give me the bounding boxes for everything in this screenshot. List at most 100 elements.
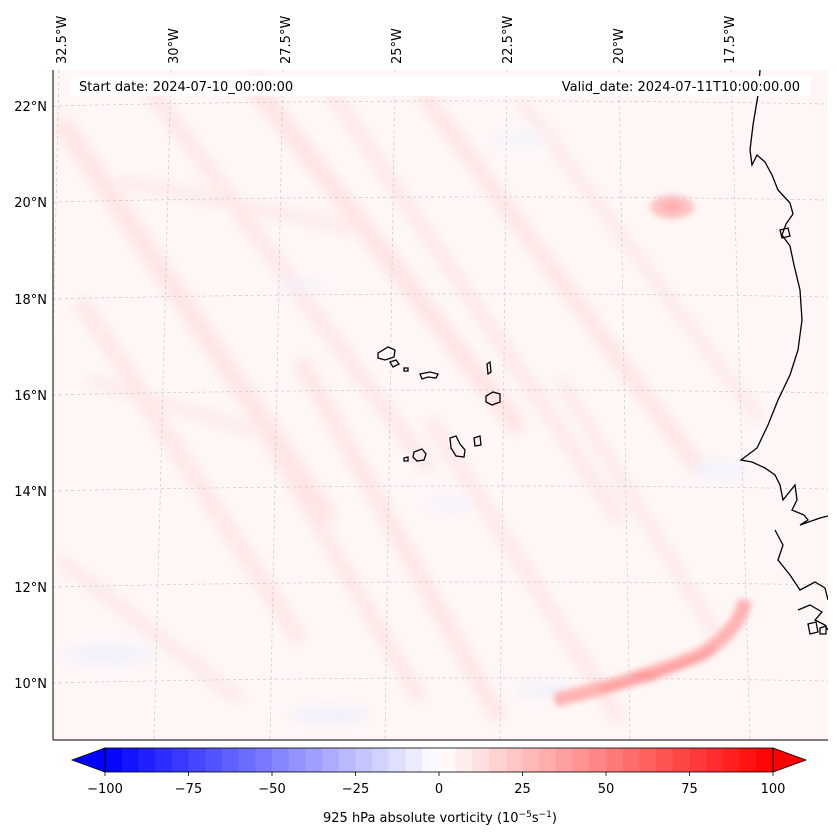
colorbar-segment — [105, 748, 123, 772]
meridian-20w — [618, 70, 631, 740]
colorbar-tick-label: 75 — [681, 782, 698, 797]
colorbar-segment — [188, 748, 206, 772]
colorbar-tick-label: −25 — [342, 782, 369, 797]
bissau-islands — [807, 621, 827, 635]
colorbar-segment — [555, 748, 574, 772]
colorbar-segment — [171, 748, 190, 772]
colorbar-segment — [572, 748, 590, 772]
parallel-14n — [53, 485, 828, 492]
colorbar-segment — [706, 748, 724, 772]
cape-blanc — [779, 227, 791, 239]
lat-label: 12°N — [14, 581, 47, 596]
lon-label: 20°W — [612, 28, 627, 64]
colorbar-segment — [255, 748, 273, 772]
parallel-10n — [53, 677, 828, 684]
date-banner: Start date: 2024-07-10_00:00:00 Valid_da… — [71, 76, 811, 96]
colorbar-segment — [388, 748, 407, 772]
coastlines — [377, 70, 828, 635]
parallel-22n — [53, 100, 828, 107]
parallel-16n — [53, 389, 828, 396]
colorbar-segment — [372, 748, 390, 772]
vorticity-maxima — [553, 195, 752, 707]
colorbar-segment — [589, 748, 607, 772]
colorbar-segment — [672, 748, 691, 772]
vorticity-field — [53, 75, 764, 724]
start-date-label: Start date: 2024-07-10_00:00:00 — [79, 80, 293, 95]
parallel-12n — [53, 581, 828, 588]
colorbar-segment — [472, 748, 490, 772]
colorbar-segment — [338, 748, 357, 772]
colorbar-segment — [305, 748, 323, 772]
colorbar-tick-label: 50 — [598, 782, 615, 797]
lon-label: 17.5°W — [723, 16, 738, 64]
longitude-labels: 32.5°W 30°W 27.5°W 25°W 22.5°W 20°W 17.5… — [55, 16, 738, 64]
colorbar-segment — [422, 748, 440, 772]
colorbar-segment — [756, 748, 774, 772]
colorbar-ticks: −100 −75 −50 −25 0 25 50 75 100 — [87, 772, 785, 797]
colorbar-segment — [689, 748, 707, 772]
colorbar-tick-label: 100 — [761, 782, 786, 797]
colorbar-tick-label: −100 — [87, 782, 123, 797]
colorbar-segment — [221, 748, 240, 772]
colorbar-segment — [288, 748, 306, 772]
meridian-27-5w — [269, 70, 284, 740]
colorbar-extend-max — [772, 747, 808, 773]
colorbar-segments — [105, 748, 774, 772]
colorbar-segment — [405, 748, 423, 772]
island-santo-antao — [377, 346, 396, 361]
colorbar-tick-label: 0 — [435, 782, 443, 797]
lat-label: 10°N — [14, 677, 47, 692]
parallel-20n — [53, 196, 828, 203]
colorbar-extend-min — [70, 747, 106, 773]
colorbar-segment — [505, 748, 524, 772]
gridlines — [53, 70, 828, 740]
lon-label: 32.5°W — [55, 16, 70, 64]
lat-label: 20°N — [14, 196, 47, 211]
colorbar-segment — [138, 748, 156, 772]
vorticity-streaks — [53, 75, 764, 724]
colorbar-segment — [322, 748, 340, 772]
island-sao-nicolau — [419, 371, 439, 380]
island-santa-luzia — [403, 367, 409, 372]
colorbar-segment — [355, 748, 373, 772]
lon-label: 27.5°W — [279, 16, 294, 64]
lat-label: 18°N — [14, 293, 47, 308]
lat-label: 16°N — [14, 389, 47, 404]
map-panel: Start date: 2024-07-10_00:00:00 Valid_da… — [52, 70, 828, 741]
island-boa-vista — [485, 391, 501, 406]
colorbar-segment — [455, 748, 473, 772]
lon-label: 22.5°W — [501, 16, 516, 64]
colorbar-tick-label: 25 — [514, 782, 531, 797]
valid-date-label: Valid_date: 2024-07-11T10:00:00.00 — [562, 80, 800, 95]
lat-label: 14°N — [14, 485, 47, 500]
colorbar-segment — [656, 748, 674, 772]
parallel-18n — [53, 293, 828, 300]
island-fogo — [412, 448, 427, 462]
meridian-17-5w — [730, 70, 751, 740]
africa-coast — [739, 70, 828, 526]
lon-label: 30°W — [167, 28, 182, 64]
colorbar-segment — [522, 748, 540, 772]
colorbar-segment — [121, 748, 139, 772]
lat-label: 22°N — [14, 100, 47, 115]
colorbar-segment — [739, 748, 757, 772]
island-brava — [403, 456, 409, 462]
colorbar-segment — [155, 748, 173, 772]
colorbar-segment — [272, 748, 290, 772]
island-sao-vicente — [389, 359, 400, 368]
island-sal — [486, 360, 492, 376]
colorbar-segment — [639, 748, 657, 772]
meridian-22-5w — [499, 70, 508, 740]
latitude-labels: 22°N 20°N 18°N 16°N 14°N 12°N 10°N — [14, 100, 47, 692]
colorbar-segment — [439, 748, 457, 772]
island-maio — [473, 435, 482, 447]
colorbar-segment — [205, 748, 223, 772]
meridian-25w — [384, 70, 396, 740]
meridian-30w — [153, 70, 172, 740]
island-santiago — [449, 435, 466, 458]
colorbar-segment — [722, 748, 741, 772]
colorbar: −100 −75 −50 −25 0 25 50 75 100 925 hPa absolute… — [70, 747, 808, 826]
colorbar-segment — [622, 748, 640, 772]
colorbar-segment — [489, 748, 507, 772]
